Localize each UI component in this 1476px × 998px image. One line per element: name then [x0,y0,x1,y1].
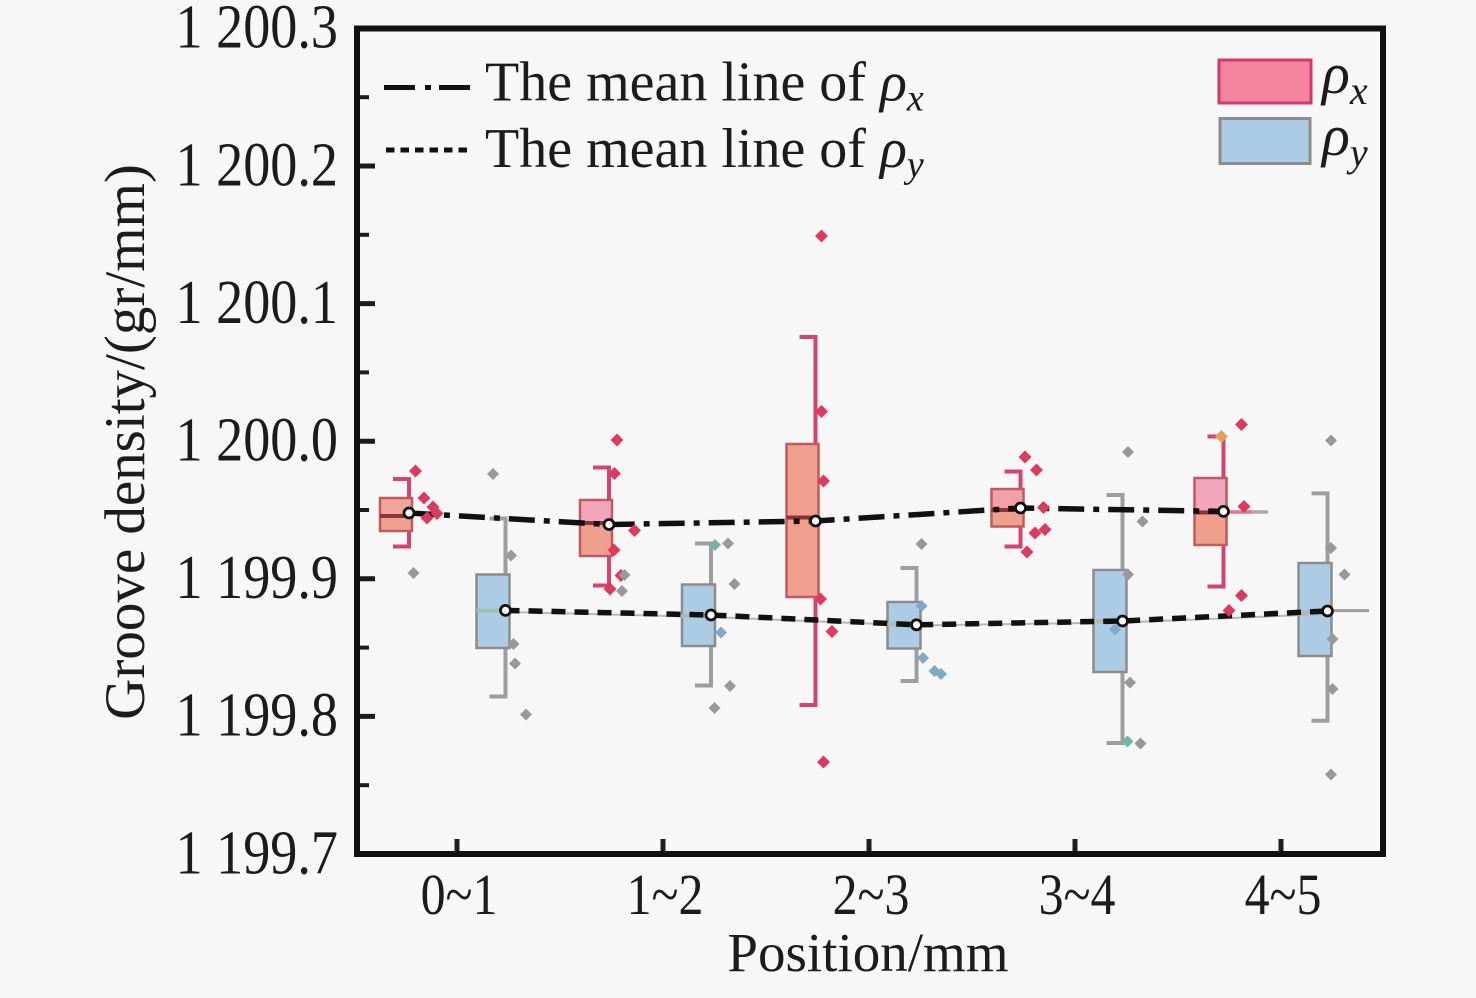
svg-text:1 200.2: 1 200.2 [175,130,338,200]
svg-text:1 199.7: 1 199.7 [175,818,338,888]
svg-text:1 200.1: 1 200.1 [175,267,338,337]
svg-text:2~3: 2~3 [833,863,910,927]
svg-text:1 200.0: 1 200.0 [175,405,338,475]
svg-text:1 200.3: 1 200.3 [175,0,338,62]
svg-text:Groove density/(gr/mm): Groove density/(gr/mm) [94,164,157,720]
svg-text:1~2: 1~2 [627,863,704,927]
svg-text:0~1: 0~1 [421,863,498,927]
svg-text:The mean line of ρy: The mean line of ρy [485,118,924,186]
svg-text:The mean line of ρx: The mean line of ρx [485,52,924,120]
svg-text:3~4: 3~4 [1039,863,1116,927]
svg-text:4~5: 4~5 [1245,863,1322,927]
svg-text:1 199.9: 1 199.9 [175,542,338,612]
svg-text:Position/mm: Position/mm [727,922,1008,983]
svg-text:1 199.8: 1 199.8 [175,680,338,750]
